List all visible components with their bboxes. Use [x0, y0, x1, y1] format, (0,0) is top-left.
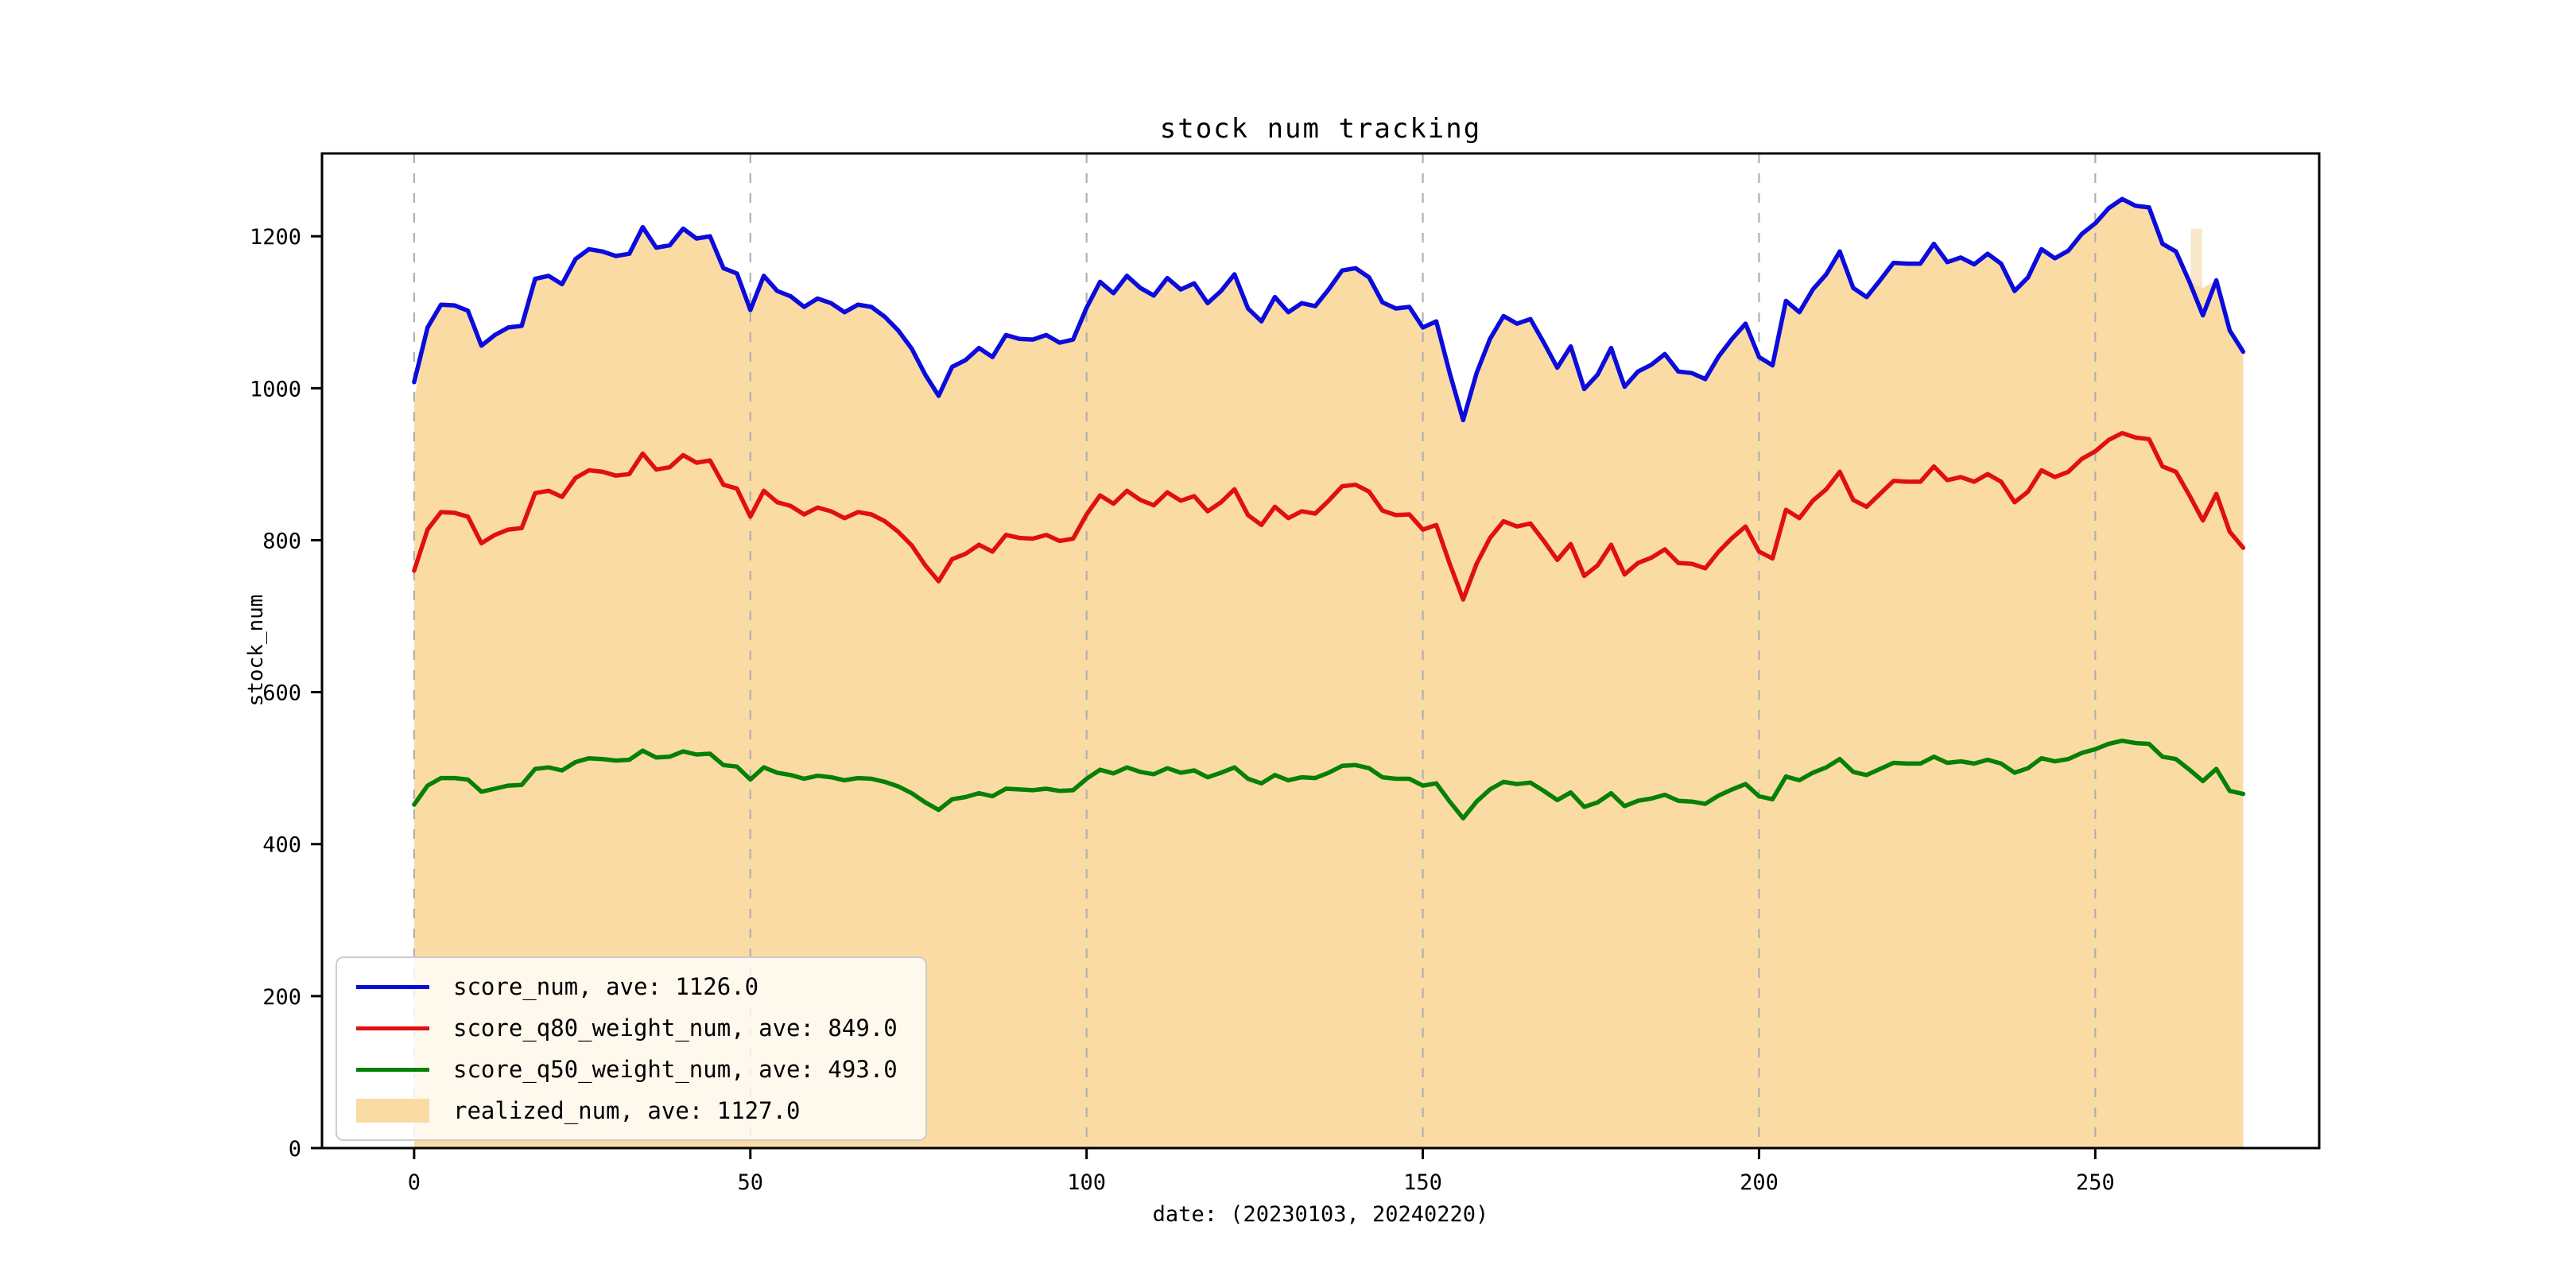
y-tick-label-600: 600: [262, 681, 301, 706]
legend-item: realized_num, ave: 1127.0: [356, 1097, 918, 1124]
legend-label: score_q50_weight_num, ave: 493.0: [453, 1056, 898, 1083]
series-score_num-line: [412, 196, 2246, 423]
y-tick-label-800: 800: [262, 529, 301, 553]
legend: score_num, ave: 1126.0 score_q80_weight_n…: [336, 956, 927, 1141]
x-tick-label-50: 50: [738, 1170, 764, 1195]
x-tick-label-0: 0: [408, 1170, 421, 1195]
legend-label: score_num, ave: 1126.0: [453, 973, 759, 1000]
x-tick-label-150: 150: [1403, 1170, 1442, 1195]
y-tick-label-200: 200: [262, 985, 301, 1010]
legend-label: realized_num, ave: 1127.0: [453, 1097, 801, 1124]
x-axis-label: date: (20230103, 20240220): [1152, 1202, 1489, 1227]
legend-label: score_q80_weight_num, ave: 849.0: [453, 1014, 898, 1042]
axes-border: [320, 152, 2321, 1150]
legend-line-swatch: [356, 1067, 429, 1072]
legend-line-swatch: [356, 984, 429, 989]
y-tick-label-400: 400: [262, 833, 301, 858]
series-score_q80_weight_num-line: [412, 430, 2246, 602]
chart-title: stock num tracking: [1159, 113, 1482, 145]
x-tick-label-250: 250: [2076, 1170, 2115, 1195]
y-tick-label-1200: 1200: [250, 225, 301, 250]
y-axis-label: stock_num: [244, 594, 268, 707]
legend-line-swatch: [356, 1026, 429, 1030]
legend-patch-swatch: [356, 1099, 429, 1123]
y-tick-label-0: 0: [289, 1137, 301, 1162]
legend-item: score_q50_weight_num, ave: 493.0: [356, 1056, 918, 1083]
legend-item: score_q80_weight_num, ave: 849.0: [356, 1014, 918, 1042]
x-tick-label-200: 200: [1740, 1170, 1779, 1195]
y-tick-label-1000: 1000: [250, 377, 301, 402]
legend-item: score_num, ave: 1126.0: [356, 973, 918, 1000]
x-tick-label-100: 100: [1067, 1170, 1106, 1195]
series-score_q50_weight_num-line: [412, 738, 2246, 821]
realized-area: [413, 199, 2244, 1148]
